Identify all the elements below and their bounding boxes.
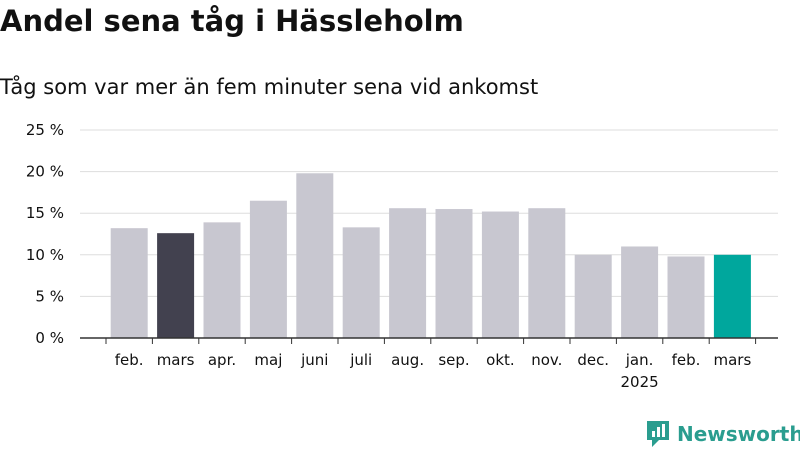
x-tick-label: juli [349, 351, 372, 369]
x-tick-label: jan. [625, 351, 654, 369]
bar-chart: 0 %5 %10 %15 %20 %25 % feb. mars apr. maj ju… [26, 121, 778, 391]
chart-subtitle: Tåg som var mer än fem minuter sena vid … [0, 75, 539, 99]
bar-sep-7 [435, 209, 473, 338]
bars [110, 173, 751, 338]
x-tick-label: mars [157, 351, 195, 369]
brand-name: Newsworthy [677, 422, 800, 446]
x-tick-label: juni [300, 351, 328, 369]
y-tick-label: 20 % [26, 163, 64, 181]
bar-juli-5 [342, 227, 380, 338]
y-tick-label: 15 % [26, 204, 64, 222]
x-tick-label: maj [254, 351, 282, 369]
bar-jan-11 [621, 246, 659, 338]
bar-maj-3 [249, 200, 287, 338]
x-axis [80, 337, 778, 344]
y-tick-label: 0 % [35, 329, 64, 347]
x-axis-tick-labels: feb. mars apr. maj juni juli aug. sep. okt. nov. d… [115, 351, 752, 391]
chart-title: Andel sena tåg i Hässleholm [0, 4, 464, 38]
x-tick-label: dec. [577, 351, 609, 369]
x-tick-label: aug. [391, 351, 424, 369]
bar-dec-10 [574, 254, 612, 338]
x-tick-label: feb. [115, 351, 144, 369]
bar-feb-12 [667, 256, 705, 338]
x-tick-label: sep. [438, 351, 469, 369]
bar-nov-9 [528, 208, 566, 338]
x-tick-label: okt. [486, 351, 515, 369]
grid-lines [80, 129, 778, 297]
newsworthy-logo-icon [647, 421, 669, 447]
newsworthy-logo: Newsworthy [645, 420, 800, 448]
bar-okt-8 [481, 211, 519, 338]
bar-apr-2 [203, 222, 241, 338]
x-tick-label: feb. [672, 351, 701, 369]
y-axis-tick-labels: 0 % 5 % 10 % 15 % 20 % 25 % [26, 121, 64, 347]
bar-mars-13 [713, 254, 751, 338]
x-tick-label: apr. [208, 351, 236, 369]
x-tick-label: nov. [531, 351, 562, 369]
bar-juni-4 [296, 173, 334, 338]
bar-mars-1 [157, 233, 195, 338]
bar-aug-6 [389, 208, 427, 338]
y-tick-label: 25 % [26, 121, 64, 139]
y-tick-label: 5 % [35, 287, 64, 305]
y-tick-label: 10 % [26, 246, 64, 264]
x-year-label: 2025 [621, 373, 659, 391]
bar-feb-0 [110, 228, 148, 338]
x-tick-label: mars [714, 351, 752, 369]
